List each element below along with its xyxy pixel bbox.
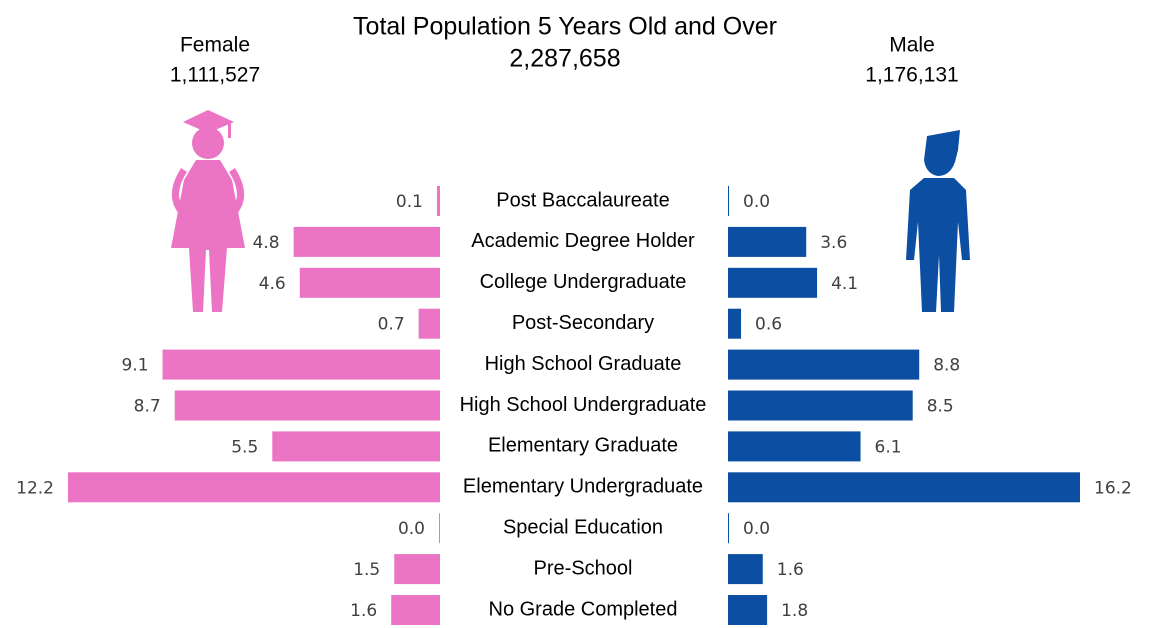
bar bbox=[439, 513, 440, 544]
legend-total: 1,176,131 bbox=[865, 64, 958, 87]
value-label: 1.6 bbox=[350, 601, 377, 621]
bar bbox=[728, 308, 742, 339]
bar bbox=[728, 431, 861, 462]
bar bbox=[299, 267, 440, 298]
value-label: 12.2 bbox=[16, 478, 54, 498]
value-label: 0.1 bbox=[396, 192, 423, 212]
value-label: 6.1 bbox=[875, 437, 902, 457]
value-label: 0.0 bbox=[743, 519, 770, 539]
category-label: High School Undergraduate bbox=[460, 394, 707, 416]
bar bbox=[293, 226, 440, 257]
female-icon bbox=[171, 110, 245, 312]
value-label: 3.6 bbox=[820, 233, 847, 253]
category-label: Pre-School bbox=[534, 557, 633, 579]
bar bbox=[418, 308, 440, 339]
chart-subtitle: 2,287,658 bbox=[509, 45, 620, 73]
value-label: 8.5 bbox=[927, 397, 954, 417]
value-label: 8.8 bbox=[933, 356, 960, 376]
bar bbox=[728, 513, 729, 544]
value-label: 0.7 bbox=[378, 315, 405, 335]
category-label: Post-Secondary bbox=[512, 312, 654, 334]
legend-label: Female bbox=[180, 34, 250, 57]
bar bbox=[728, 267, 818, 298]
category-label: Post Baccalaureate bbox=[496, 189, 669, 211]
bar bbox=[391, 595, 440, 625]
bar bbox=[174, 390, 440, 421]
bar bbox=[728, 554, 763, 585]
value-label: 4.6 bbox=[259, 274, 286, 294]
category-label: No Grade Completed bbox=[489, 598, 678, 620]
bar bbox=[272, 431, 440, 462]
bar bbox=[436, 186, 440, 216]
male-icon bbox=[906, 130, 970, 312]
category-label: College Undergraduate bbox=[480, 271, 687, 293]
category-label: Special Education bbox=[503, 516, 663, 538]
value-label: 1.6 bbox=[777, 560, 804, 580]
legend-total: 1,111,527 bbox=[170, 64, 260, 87]
bar bbox=[162, 349, 440, 380]
value-label: 1.8 bbox=[781, 601, 808, 621]
bar bbox=[394, 554, 440, 585]
value-label: 4.1 bbox=[831, 274, 858, 294]
bar bbox=[728, 186, 729, 216]
value-label: 4.8 bbox=[253, 233, 280, 253]
bar bbox=[728, 390, 913, 421]
bar bbox=[728, 349, 920, 380]
category-label: Elementary Graduate bbox=[488, 435, 678, 457]
value-label: 0.6 bbox=[755, 315, 782, 335]
bar bbox=[728, 595, 768, 625]
value-label: 9.1 bbox=[121, 356, 148, 376]
bar bbox=[728, 226, 807, 257]
bar bbox=[68, 472, 440, 503]
value-label: 8.7 bbox=[134, 397, 161, 417]
category-label: Academic Degree Holder bbox=[471, 230, 695, 252]
value-label: 0.0 bbox=[743, 192, 770, 212]
chart-title: Total Population 5 Years Old and Over bbox=[353, 13, 777, 41]
value-label: 16.2 bbox=[1094, 478, 1132, 498]
value-label: 0.0 bbox=[398, 519, 425, 539]
legend-label: Male bbox=[889, 34, 935, 57]
bar bbox=[728, 472, 1080, 503]
category-label: Elementary Undergraduate bbox=[463, 476, 703, 498]
category-label: High School Graduate bbox=[485, 353, 682, 375]
value-label: 5.5 bbox=[231, 437, 258, 457]
value-label: 1.5 bbox=[353, 560, 380, 580]
